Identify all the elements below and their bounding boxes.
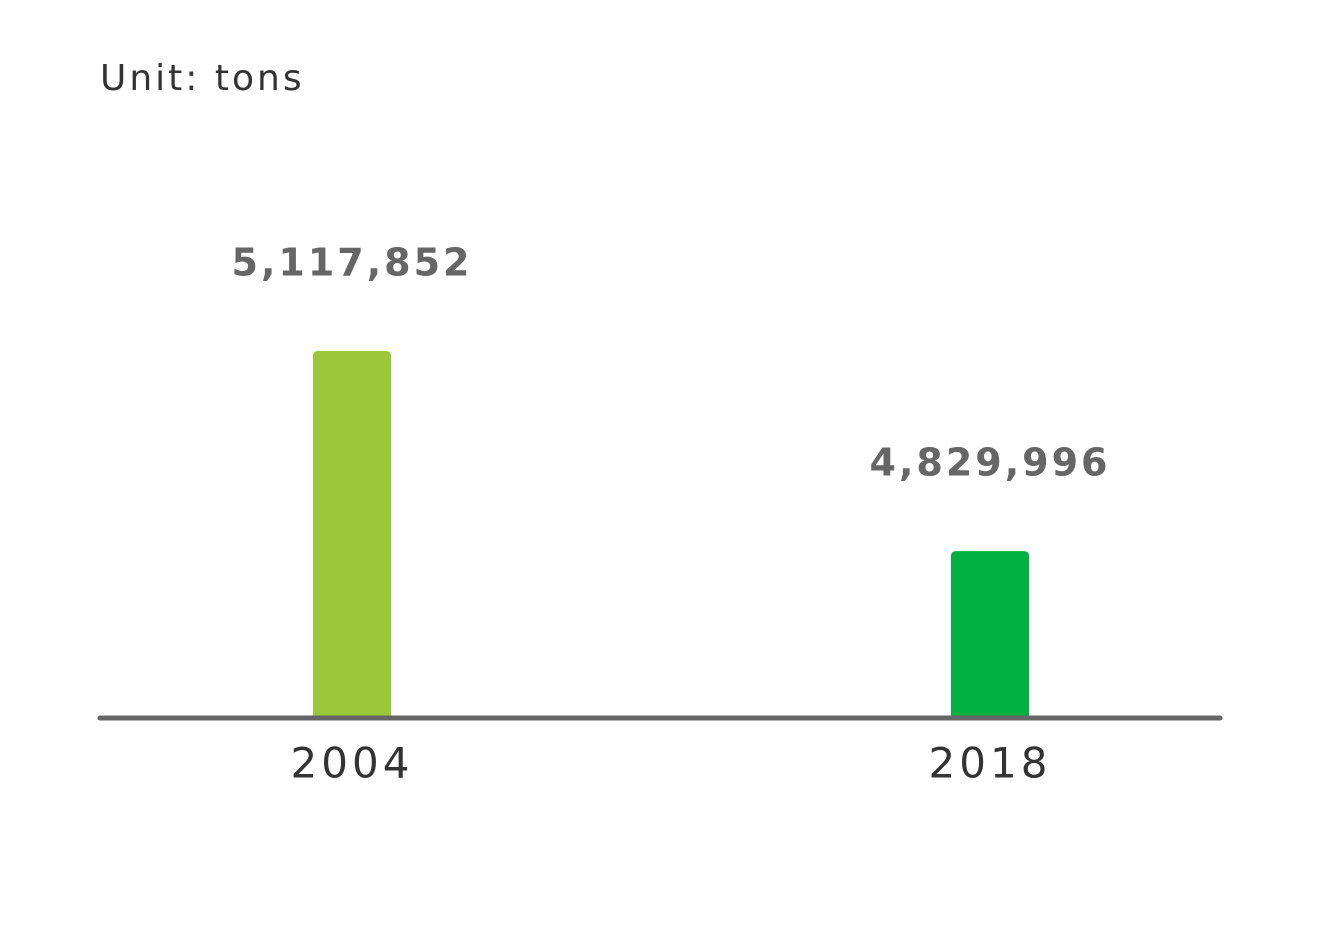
bar xyxy=(951,551,1029,718)
x-tick-label: 2004 xyxy=(291,739,414,788)
unit-label: Unit: tons xyxy=(100,58,305,99)
value-label: 5,117,852 xyxy=(232,240,473,284)
bar xyxy=(313,350,391,718)
x-tick-label: 2018 xyxy=(929,739,1052,788)
value-label: 4,829,996 xyxy=(870,441,1111,485)
